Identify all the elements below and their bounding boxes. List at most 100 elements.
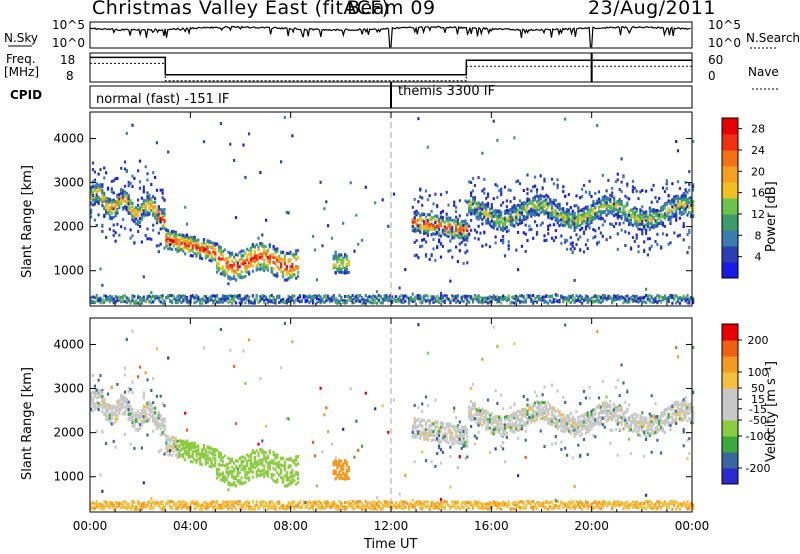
power-cell [342,258,345,262]
power-cell [449,232,452,236]
velocity-cell [110,412,113,416]
power-cell [571,212,574,215]
power-cell [291,296,294,300]
power-cell [135,209,138,213]
power-cell [624,215,627,219]
power-cell [624,295,627,299]
velocity-cell [167,438,170,442]
power-cell [90,192,93,196]
velocity-cell [105,406,108,409]
velocity-cell [199,456,202,460]
velocity-cell [182,447,185,451]
velocity-cell [110,504,113,508]
power-cell [201,257,204,261]
power-cell [622,211,625,215]
power-cell [471,211,475,215]
power-cell [470,208,473,212]
velocity-cell [146,433,149,437]
power-cell [338,264,341,268]
power-cell [157,250,160,254]
power-cell [334,250,337,254]
power-cell [417,228,420,232]
power-cell [419,245,422,249]
power-cell [492,197,495,201]
power-cell [133,215,136,219]
power-cell [594,229,597,233]
power-cell [244,296,247,300]
power-cell [543,204,546,208]
velocity-cell [138,365,142,369]
power-cell [101,200,104,204]
power-cell [165,228,168,232]
power-cell [216,294,219,297]
power-cell [524,249,527,253]
velocity-cell [187,445,190,449]
power-cell [554,216,557,220]
power-cell [560,294,563,298]
power-cell [357,299,360,303]
power-cell [266,256,269,259]
power-cell [90,211,93,215]
power-cell [185,222,189,226]
velocity-cell [129,406,132,410]
power-cell [556,221,559,225]
power-cell [466,236,469,240]
power-cell [285,301,288,305]
power-cell [648,209,651,213]
power-cell [93,202,96,206]
power-cell [152,295,155,299]
power-cell [199,250,202,254]
power-cell [498,220,501,224]
power-cell [159,220,162,224]
power-cell [285,267,288,271]
power-cell [466,295,469,298]
power-cell [643,225,646,229]
power-cell [582,207,586,211]
power-cell [137,198,140,202]
power-cell [178,249,181,253]
power-cell [259,268,262,271]
power-cell [295,298,298,302]
power-cell [614,180,618,184]
power-cell [513,224,516,228]
power-cell [195,294,198,298]
power-cell [534,208,537,212]
velocity-cell [176,456,179,460]
power-cell [513,203,516,207]
power-cell [492,220,495,224]
velocity-cell [127,417,130,421]
power-cell [336,260,339,264]
power-cell [182,299,185,303]
power-cell [274,301,277,305]
power-cell [566,216,569,220]
power-cell [686,301,689,305]
power-cell [283,278,286,282]
power-cell [646,215,649,219]
power-cell [485,208,488,212]
power-cell [317,294,320,298]
power-cell [462,219,465,223]
power-cell [507,229,510,233]
power-cell [419,300,422,304]
velocity-cell [223,475,226,479]
velocity-cell [223,500,226,504]
power-cell [502,294,505,298]
power-cell [357,294,360,297]
power-cell [238,294,241,297]
power-cell [167,232,170,236]
power-cell [370,295,373,299]
power-cell [590,195,593,198]
power-cell [259,171,262,174]
power-cell [584,190,587,194]
power-cell [434,226,437,230]
power-cell [658,213,661,217]
power-cell [541,209,544,212]
power-cell [170,242,174,245]
power-cell [424,240,428,244]
power-cell [234,253,238,257]
velocity-cell [91,505,95,509]
velocity-cell [227,480,230,484]
power-cell [221,270,224,274]
power-cell [428,194,431,198]
power-cell [509,200,512,204]
